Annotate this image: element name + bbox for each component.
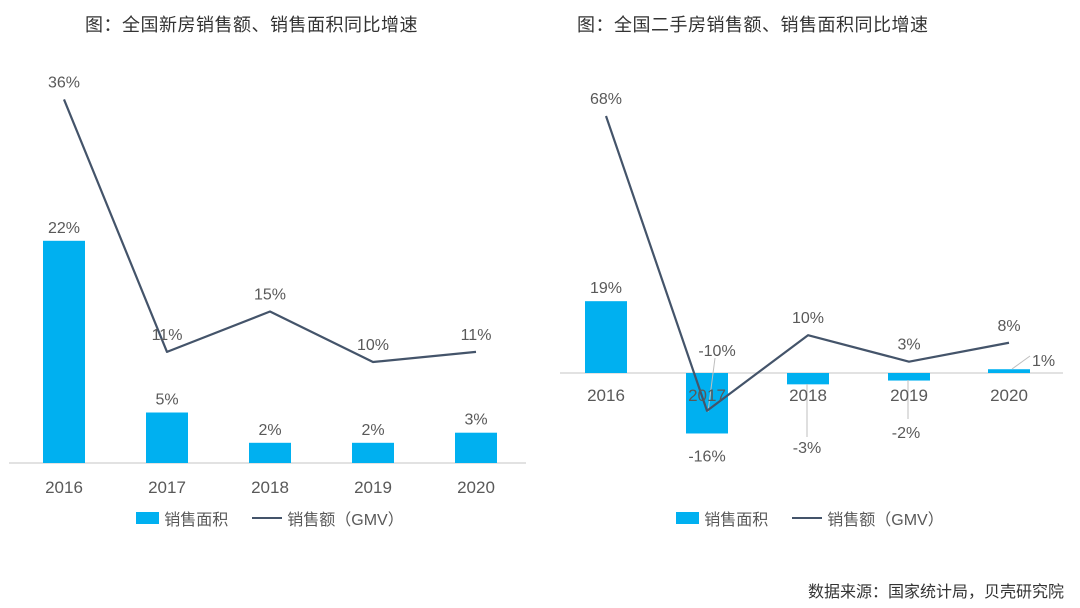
legend-label-sales-area: 销售面积 [704, 512, 769, 529]
line-value-label: -10% [698, 343, 735, 360]
bar-2020 [988, 369, 1030, 373]
line-value-label: 68% [590, 91, 622, 108]
legend-label-gmv: 销售额（GMV） [827, 512, 944, 529]
bar-value-label: 22% [48, 220, 80, 237]
chart-secondhand-home-growth: 图：全国二手房销售额、销售面积同比增速 2016 2017 2018 2019 2020… [540, 0, 1080, 608]
legend-bar-swatch-icon [136, 512, 160, 524]
bar-2020 [455, 432, 497, 463]
label-leader-line [1011, 355, 1031, 370]
line-value-label: 8% [997, 318, 1020, 335]
bar-2019 [352, 442, 394, 463]
chart-title: 图：全国新房销售额、销售面积同比增速 [85, 15, 418, 35]
bar-value-label: 3% [464, 412, 487, 429]
line-value-label: 10% [792, 310, 824, 327]
chart-title: 图：全国二手房销售额、销售面积同比增速 [577, 15, 929, 35]
line-value-label: 11% [461, 327, 492, 344]
year-label: 2016 [587, 386, 625, 405]
chart-plot-area: 2016 2017 2018 2019 2020 19% -16% -3% -2% 1% 68% -1… [560, 91, 1063, 465]
bar-2017 [146, 412, 188, 463]
label-leader-line [707, 357, 716, 413]
data-source-note: 数据来源：国家统计局，贝壳研究院 [807, 584, 1064, 601]
year-label: 2018 [251, 478, 289, 497]
year-label: 2020 [457, 478, 495, 497]
gmv-line [62, 98, 477, 364]
bar-2018 [249, 442, 291, 463]
chart-legend: 销售面积 销售额（GMV） [0, 506, 540, 530]
year-label: 2020 [990, 386, 1028, 405]
year-label: 2019 [354, 478, 392, 497]
gmv-line [604, 115, 1010, 412]
bar-value-label: 19% [590, 280, 622, 297]
bar-value-label: 1% [1032, 353, 1055, 370]
line-value-label: 11% [152, 327, 183, 344]
bar-2017 [686, 373, 728, 434]
line-value-label: 3% [897, 337, 920, 354]
legend-bar-swatch-icon [676, 512, 700, 524]
line-value-label: 10% [357, 337, 389, 354]
year-label: 2019 [890, 386, 928, 405]
year-label: 2018 [789, 386, 827, 405]
chart-plot-area: 2016 2017 2018 2019 2020 22% 5% 2% 2% 3% 36% 11% 15%… [9, 74, 526, 497]
bar-value-label: 2% [361, 422, 384, 439]
bar-value-label: -3% [793, 440, 821, 457]
chart-new-home-growth: 图：全国新房销售额、销售面积同比增速 2016 2017 2018 2019 2020 2… [0, 15, 540, 530]
bar-value-label: -2% [892, 425, 920, 442]
legend-line-swatch-icon [252, 517, 283, 519]
bar-2016 [585, 301, 627, 373]
legend-label-sales-area: 销售面积 [164, 512, 229, 529]
legend-label-gmv: 销售额（GMV） [287, 512, 404, 529]
year-label: 2017 [688, 386, 726, 405]
line-value-label: 36% [48, 74, 80, 91]
year-label: 2016 [45, 478, 83, 497]
bar-value-label: 5% [155, 392, 178, 409]
bar-value-label: 2% [258, 422, 281, 439]
chart-legend: 销售面积 销售额（GMV） [540, 506, 1080, 530]
bar-2016 [43, 240, 85, 463]
bar-value-label: -16% [688, 448, 725, 465]
year-label: 2017 [148, 478, 186, 497]
bar-2019 [888, 373, 930, 381]
legend-line-swatch-icon [792, 517, 823, 519]
line-value-label: 15% [254, 287, 286, 304]
bar-2018 [787, 373, 829, 385]
